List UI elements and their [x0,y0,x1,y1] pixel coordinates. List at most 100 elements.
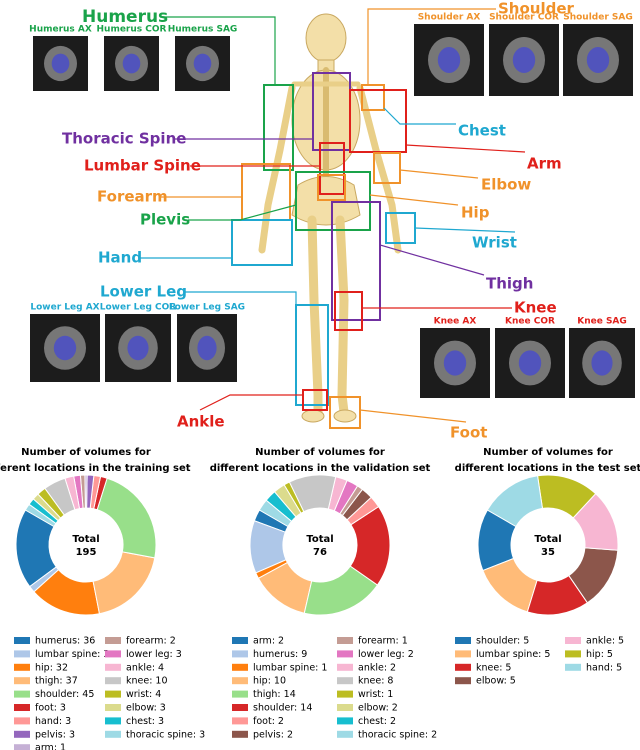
region-label: Foot [450,424,487,442]
legend-swatch [455,663,471,671]
region-label: Plevis [140,211,190,229]
region-box [319,142,345,195]
legend-swatch [337,690,353,698]
center-total: 195 [76,547,97,558]
legend-label: shoulder: 14 [253,703,312,714]
image-caption: Humerus AX [29,25,92,35]
legend-swatch [232,704,248,711]
legend-swatch [565,663,581,671]
mri-segmentation [127,335,149,361]
legend-label: arm: 2 [253,636,284,647]
legend-label: hip: 5 [586,649,613,660]
chart-title: different locations in the test set [455,463,640,474]
legend-label: shoulder: 45 [35,689,94,700]
legend-label: elbow: 2 [358,703,398,714]
legend-swatch [105,677,121,685]
legend-swatch [105,663,121,671]
center-label: Total [306,534,333,545]
legend-label: thigh: 14 [253,689,296,700]
region-label: Forearm [97,188,168,206]
legend-label: wrist: 4 [126,689,161,700]
anatomy-diagram: Humerus Shoulder Thoracic Spine Lumbar Spin… [62,0,575,442]
mri-segmentation [53,335,77,361]
region-label: Knee [514,299,557,317]
region-box [302,389,328,411]
image-caption: Shoulder COR [489,13,559,23]
legend-label: arm: 1 [35,743,66,750]
region-label: Chest [458,122,506,140]
legend-label: elbow: 5 [476,676,516,687]
legend-label: foot: 3 [35,703,66,714]
region-label: Humerus [82,7,168,27]
mri-thumbnails: Humerus AX Humerus COR Humerus SAG Shoulder… [29,13,635,398]
mri-segmentation [591,350,613,376]
legend-label: shoulder: 5 [476,636,529,647]
leader-line [414,227,516,233]
region-label: Lumbar Spine [84,157,201,175]
legend-swatch [232,677,248,685]
leader-line [405,144,526,153]
legend-swatch [232,690,248,698]
legend-label: thoracic spine: 3 [126,729,205,740]
region-label: Elbow [481,176,531,194]
legend-swatch [14,637,30,644]
center-label: Total [72,534,99,545]
legend-swatch [14,704,30,711]
image-caption: Knee AX [434,317,477,327]
legend-label: forearm: 1 [358,636,408,647]
region-label: Hand [98,249,142,267]
legend-swatch [14,690,30,698]
legend-swatch [455,677,471,685]
region-box [317,174,346,201]
skeleton [258,13,402,423]
image-caption: Humerus SAG [168,25,238,35]
legend-label: lumbar spine: 1 [253,662,327,673]
legend-label: ankle: 5 [586,636,624,647]
legend-label: pelvis: 3 [35,729,75,740]
image-caption: Shoulder AX [418,13,481,23]
image-caption: Lower Leg AX [30,303,99,313]
legend-label: pelvis: 2 [253,729,293,740]
region-label: Ankle [177,413,225,431]
legend-swatch [14,730,30,738]
legend-swatch [455,637,471,644]
region-label: Lower Leg [100,283,187,301]
legend-swatch [337,650,353,658]
legend-swatch [105,704,121,711]
mri-segmentation [518,350,542,376]
region-label: Shoulder [498,0,575,18]
leader-line [188,204,297,221]
chart-title: different locations in the training set [0,463,191,474]
legend-label: chest: 3 [126,716,164,727]
leader-line [184,291,297,305]
legend-swatch [565,650,581,658]
image-caption: Lower Leg COR [100,303,177,313]
region-label: Hip [461,204,490,222]
image-caption: Shoulder SAG [563,13,633,23]
region-box [263,84,294,171]
legend-swatch [14,663,30,671]
legend-label: ankle: 4 [126,662,164,673]
region-label: Wrist [472,234,517,252]
leader-line [160,16,276,85]
legend-swatch [337,730,353,738]
legend-swatch [14,677,30,685]
region-box [331,201,381,321]
chart-title: Number of volumes for [255,447,385,458]
chart-title: different locations in the validation se… [210,463,431,474]
legend-swatch [105,637,121,644]
legend-label: hip: 32 [35,662,68,673]
leader-line [199,394,303,411]
image-caption: Knee SAG [577,317,627,327]
legend-label: lower leg: 3 [126,649,182,660]
mri-segmentation [586,47,610,73]
image-caption: Humerus COR [97,25,167,35]
donut-wedge [92,551,156,615]
center-label: Total [534,534,561,545]
legend-swatch [337,663,353,671]
legend-label: thoracic spine: 2 [358,729,437,740]
legend-swatch [232,637,248,644]
legend-swatch [232,730,248,738]
region-box [231,219,293,266]
